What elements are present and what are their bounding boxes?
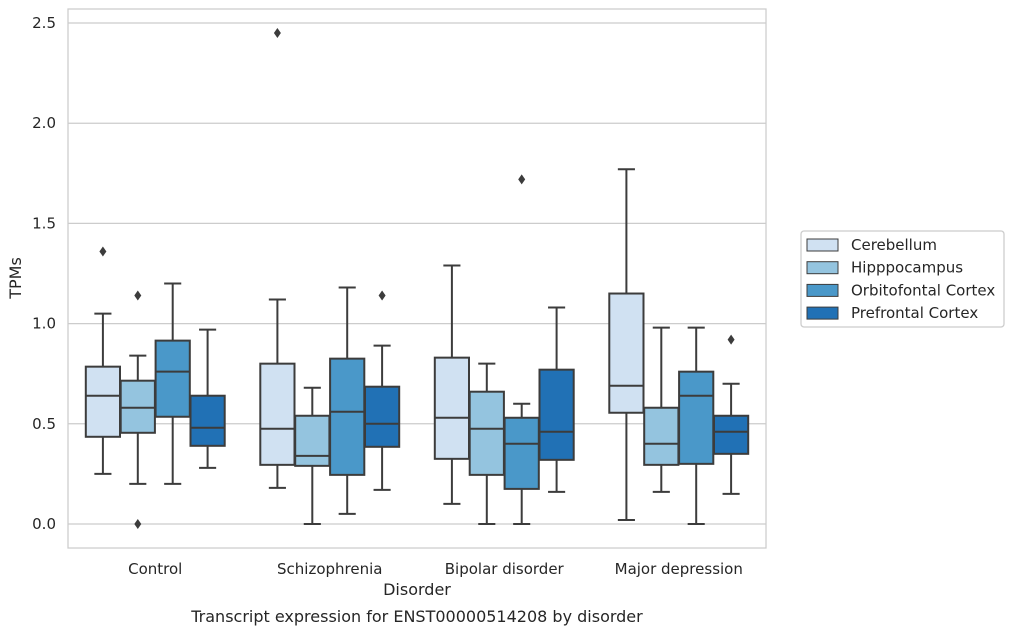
box-plot <box>329 286 366 515</box>
legend-frame <box>800 230 1005 328</box>
legend-label: Prefrontal Cortex <box>851 304 978 322</box>
x-axis-ticks: Control Schizophrenia Bipolar disorder Majo… <box>128 560 743 578</box>
box-iqr <box>84 365 122 438</box>
box-plot <box>84 246 122 475</box>
box-plot <box>538 306 575 493</box>
box-plot <box>294 386 331 525</box>
y-axis-ticks: 0.0 0.5 1.0 1.5 2.0 2.5 <box>32 14 56 533</box>
series-cerebellum <box>84 28 645 521</box>
box-iqr <box>678 370 715 465</box>
box-plot <box>468 362 505 525</box>
x-tick-label: Major depression <box>615 560 743 578</box>
y-tick-label: 1.0 <box>32 315 56 333</box>
series-orbitofontal-cortex <box>154 174 715 525</box>
box-iqr <box>294 414 331 467</box>
outlier-point <box>134 290 142 301</box>
series-hipppocampus <box>119 290 680 529</box>
box-series <box>84 28 750 529</box>
box-iqr <box>538 368 575 461</box>
box-plot <box>643 326 680 493</box>
box-iqr <box>189 394 226 447</box>
legend-label: Cerebellum <box>851 236 937 254</box>
box-plot <box>189 328 226 469</box>
box-iqr <box>119 379 156 434</box>
box-iqr <box>259 362 296 466</box>
y-tick-label: 1.5 <box>32 214 56 232</box>
box-iqr <box>503 416 540 490</box>
box-iqr <box>154 339 191 418</box>
box-plot <box>259 28 296 489</box>
box-iqr <box>712 414 750 455</box>
gridlines <box>68 22 766 525</box>
box-plot <box>608 168 645 521</box>
x-axis-label: Disorder <box>383 580 451 599</box>
legend-label: Orbitofontal Cortex <box>851 281 995 299</box>
box-plot <box>363 290 401 491</box>
outlier-point <box>273 28 281 39</box>
y-tick-label: 0.5 <box>32 415 56 433</box>
y-tick-label: 0.0 <box>32 515 56 533</box>
box-iqr <box>643 406 680 466</box>
box-plot <box>712 334 750 495</box>
y-axis-label: TPMs <box>6 257 25 300</box>
legend-swatch <box>806 238 839 252</box>
outlier-point <box>134 518 142 529</box>
outlier-point <box>99 246 107 257</box>
x-tick-label: Schizophrenia <box>277 560 382 578</box>
box-plot <box>678 326 715 525</box>
legend: Cerebellum Hipppocampus Orbitofontal Corte… <box>800 230 1005 328</box>
box-iqr <box>363 385 401 448</box>
outlier-point <box>727 334 735 345</box>
box-iqr <box>608 292 645 414</box>
series-prefrontal-cortex <box>189 290 750 495</box>
box-iqr <box>329 357 366 476</box>
legend-swatch <box>806 261 839 275</box>
y-tick-label: 2.0 <box>32 114 56 132</box>
legend-swatch <box>806 306 839 320</box>
y-tick-label: 2.5 <box>32 14 56 32</box>
chart-caption: Transcript expression for ENST0000051420… <box>190 607 643 626</box>
box-iqr <box>433 356 471 460</box>
box-plot <box>433 264 471 505</box>
outlier-point <box>518 174 526 185</box>
box-iqr <box>468 390 505 476</box>
box-plot <box>119 290 156 529</box>
plot-frame <box>67 8 767 549</box>
box-plot <box>154 282 191 485</box>
x-tick-label: Bipolar disorder <box>445 560 565 578</box>
legend-swatch <box>806 283 839 297</box>
x-tick-label: Control <box>128 560 182 578</box>
outlier-point <box>378 290 386 301</box>
legend-label: Hipppocampus <box>851 259 963 277</box>
box-plot <box>503 174 540 525</box>
